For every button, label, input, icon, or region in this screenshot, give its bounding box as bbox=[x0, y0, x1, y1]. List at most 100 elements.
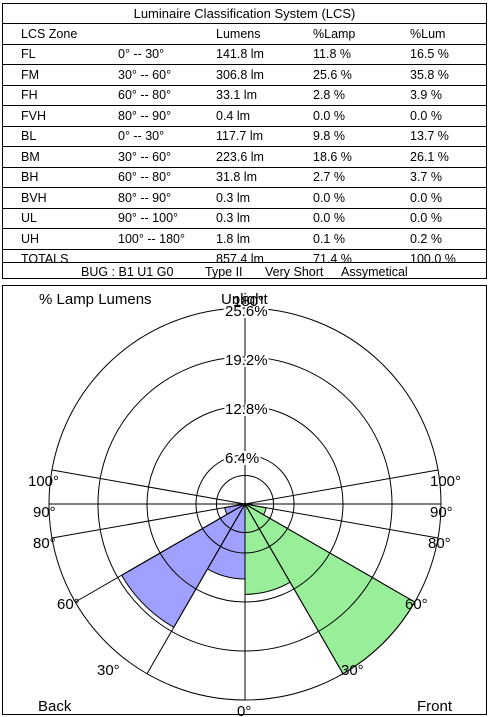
distribution-type: Type II bbox=[205, 265, 243, 279]
lum-cell: 0.0 % bbox=[410, 208, 486, 229]
lumens-cell: 223.6 lm bbox=[216, 146, 313, 168]
lamp-cell: 9.8 % bbox=[313, 126, 410, 147]
header-lamp: %Lamp bbox=[313, 24, 410, 45]
radial-line-100 bbox=[51, 469, 246, 505]
angle-label-right: 100° bbox=[430, 473, 461, 490]
range-cell: 0° -- 30° bbox=[118, 126, 216, 147]
lumens-cell: 0.3 lm bbox=[216, 187, 313, 209]
range-cell: 100° -- 180° bbox=[118, 228, 216, 250]
table-row: FVH 80° -- 90° 0.4 lm 0.0 % 0.0 % bbox=[3, 105, 486, 127]
angle-label-right: 60° bbox=[405, 596, 428, 613]
angle-label-top: 180° bbox=[233, 293, 264, 310]
ring-label: 12.8% bbox=[225, 401, 268, 418]
radial-line-30 bbox=[244, 503, 344, 674]
angle-label-left: 30° bbox=[97, 662, 120, 679]
ring-label: 6.4% bbox=[225, 450, 259, 467]
angle-label-right: 80° bbox=[428, 535, 451, 552]
table-row: FH 60° -- 80° 33.1 lm 2.8 % 3.9 % bbox=[3, 85, 486, 106]
range-cell: 90° -- 100° bbox=[118, 208, 216, 229]
lamp-cell: 0.0 % bbox=[313, 105, 410, 127]
angle-label-left: 80° bbox=[33, 535, 56, 552]
header-lumens: Lumens bbox=[216, 24, 313, 45]
header-range bbox=[118, 24, 216, 45]
header-lum: %Lum bbox=[410, 24, 486, 45]
range-cell: 0° -- 30° bbox=[118, 44, 216, 65]
lamp-cell: 2.7 % bbox=[313, 167, 410, 188]
bug-rating: BUG : B1 U1 G0 bbox=[81, 265, 174, 279]
table-row: FL 0° -- 30° 141.8 lm 11.8 % 16.5 % bbox=[3, 44, 486, 65]
polar-chart-panel: % Lamp Lumens Uplight Back Front 6.4% 12.… bbox=[2, 285, 487, 716]
symmetry-label: Assymetical bbox=[341, 265, 408, 279]
header-zone: LCS Zone bbox=[3, 24, 118, 45]
lamp-cell: 0.0 % bbox=[313, 208, 410, 229]
range-cell: 60° -- 80° bbox=[118, 85, 216, 106]
range-cell: 60° -- 80° bbox=[118, 167, 216, 188]
lcs-table-title: Luminaire Classification System (LCS) bbox=[3, 4, 486, 24]
table-row: BM 30° -- 60° 223.6 lm 18.6 % 26.1 % bbox=[3, 146, 486, 168]
lcs-table-panel: Luminaire Classification System (LCS) LC… bbox=[2, 3, 487, 279]
angle-label-left: 100° bbox=[28, 473, 59, 490]
lum-cell: 3.9 % bbox=[410, 85, 486, 106]
lum-cell: 13.7 % bbox=[410, 126, 486, 147]
zone-cell: BL bbox=[3, 126, 118, 147]
lamp-cell: 18.6 % bbox=[313, 146, 410, 168]
lum-cell: 35.8 % bbox=[410, 64, 486, 86]
lum-cell: 0.0 % bbox=[410, 187, 486, 209]
back-label: Back bbox=[38, 698, 72, 715]
radial-line-80 bbox=[244, 503, 439, 539]
zone-cell: UH bbox=[3, 228, 118, 250]
wedge-group bbox=[120, 502, 416, 675]
lum-cell: 3.7 % bbox=[410, 167, 486, 188]
zone-cell: BH bbox=[3, 167, 118, 188]
lum-cell: 0.2 % bbox=[410, 228, 486, 250]
angle-label-bottom: 0° bbox=[237, 703, 251, 716]
polar-labels: % Lamp Lumens Uplight Back Front 6.4% 12.… bbox=[28, 291, 461, 716]
zone-cell: UL bbox=[3, 208, 118, 229]
range-cell: 80° -- 90° bbox=[118, 105, 216, 127]
range-cell: 30° -- 60° bbox=[118, 146, 216, 168]
lamp-cell: 2.8 % bbox=[313, 85, 410, 106]
lum-cell: 0.0 % bbox=[410, 105, 486, 127]
zone-cell: BVH bbox=[3, 187, 118, 209]
radial-line-60 bbox=[244, 503, 415, 603]
radial-line-80 bbox=[51, 503, 246, 539]
table-row: BH 60° -- 80° 31.8 lm 2.7 % 3.7 % bbox=[3, 167, 486, 188]
angle-label-left: 60° bbox=[57, 596, 80, 613]
table-row: BVH 80° -- 90° 0.3 lm 0.0 % 0.0 % bbox=[3, 187, 486, 209]
radial-line-60 bbox=[75, 503, 246, 603]
ring-label: 19.2% bbox=[225, 352, 268, 369]
lumens-cell: 0.4 lm bbox=[216, 105, 313, 127]
range-cell: 80° -- 90° bbox=[118, 187, 216, 209]
angle-label-right: 30° bbox=[341, 662, 364, 679]
polar-chart: % Lamp Lumens Uplight Back Front 6.4% 12.… bbox=[28, 291, 461, 716]
table-row: BL 0° -- 30° 117.7 lm 9.8 % 13.7 % bbox=[3, 126, 486, 147]
radial-line-30 bbox=[146, 503, 246, 674]
range-cell: 30° -- 60° bbox=[118, 64, 216, 86]
zone-cell: FH bbox=[3, 85, 118, 106]
lumens-cell: 0.3 lm bbox=[216, 208, 313, 229]
angle-label-left: 90° bbox=[33, 504, 56, 521]
lum-cell: 26.1 % bbox=[410, 146, 486, 168]
zone-cell: FM bbox=[3, 64, 118, 86]
angle-label-right: 90° bbox=[430, 504, 453, 521]
lamp-cell: 0.0 % bbox=[313, 187, 410, 209]
uplight-label: Uplight bbox=[221, 291, 269, 308]
lumens-cell: 33.1 lm bbox=[216, 85, 313, 106]
lumens-cell: 306.8 lm bbox=[216, 64, 313, 86]
lcs-table: LCS Zone Lumens %Lamp %Lum FL 0° -- 30° 14… bbox=[3, 24, 486, 269]
lumens-cell: 141.8 lm bbox=[216, 44, 313, 65]
ring-label: 25.6% bbox=[225, 303, 268, 320]
lamp-cell: 11.8 % bbox=[313, 44, 410, 65]
lumens-cell: 1.8 lm bbox=[216, 228, 313, 250]
table-header-row: LCS Zone Lumens %Lamp %Lum bbox=[3, 24, 486, 45]
cutoff-class: Very Short bbox=[265, 265, 324, 279]
bug-rating-line: BUG : B1 U1 G0 Type II Very Short Assyme… bbox=[3, 262, 486, 280]
zone-cell: FVH bbox=[3, 105, 118, 127]
lumens-cell: 31.8 lm bbox=[216, 167, 313, 188]
lamp-cell: 25.6 % bbox=[313, 64, 410, 86]
front-label: Front bbox=[417, 698, 453, 715]
polar-grid bbox=[48, 307, 442, 701]
lamp-cell: 0.1 % bbox=[313, 228, 410, 250]
lumens-cell: 117.7 lm bbox=[216, 126, 313, 147]
lum-cell: 16.5 % bbox=[410, 44, 486, 65]
